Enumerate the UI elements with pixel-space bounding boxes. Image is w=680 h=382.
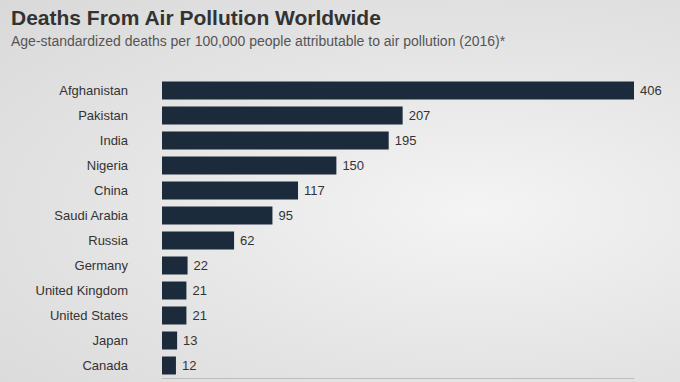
svg-text:Germany: Germany <box>75 258 129 273</box>
svg-text:21: 21 <box>192 308 206 323</box>
svg-text:Deaths From Air Pollution Worl: Deaths From Air Pollution Worldwide <box>11 6 381 29</box>
svg-text:195: 195 <box>395 133 417 148</box>
svg-text:117: 117 <box>304 183 325 198</box>
svg-text:Age-standardized deaths per 10: Age-standardized deaths per 100,000 peop… <box>11 33 506 49</box>
svg-text:95: 95 <box>278 208 292 223</box>
svg-text:Afghanistan: Afghanistan <box>59 83 128 98</box>
svg-text:12: 12 <box>182 358 196 373</box>
svg-text:62: 62 <box>240 233 254 248</box>
svg-text:United States: United States <box>50 308 129 323</box>
svg-text:India: India <box>100 133 129 148</box>
svg-text:406: 406 <box>640 83 662 98</box>
svg-text:Pakistan: Pakistan <box>78 108 128 123</box>
svg-text:13: 13 <box>183 333 197 348</box>
svg-text:22: 22 <box>194 258 208 273</box>
svg-text:207: 207 <box>409 108 431 123</box>
svg-text:Russia: Russia <box>88 233 129 248</box>
svg-text:21: 21 <box>192 283 206 298</box>
svg-text:Canada: Canada <box>82 358 128 373</box>
svg-text:China: China <box>94 183 129 198</box>
svg-text:Nigeria: Nigeria <box>87 158 129 173</box>
svg-text:Saudi Arabia: Saudi Arabia <box>54 208 128 223</box>
svg-text:150: 150 <box>342 158 364 173</box>
svg-text:United Kingdom: United Kingdom <box>36 283 129 298</box>
svg-text:Japan: Japan <box>93 333 128 348</box>
